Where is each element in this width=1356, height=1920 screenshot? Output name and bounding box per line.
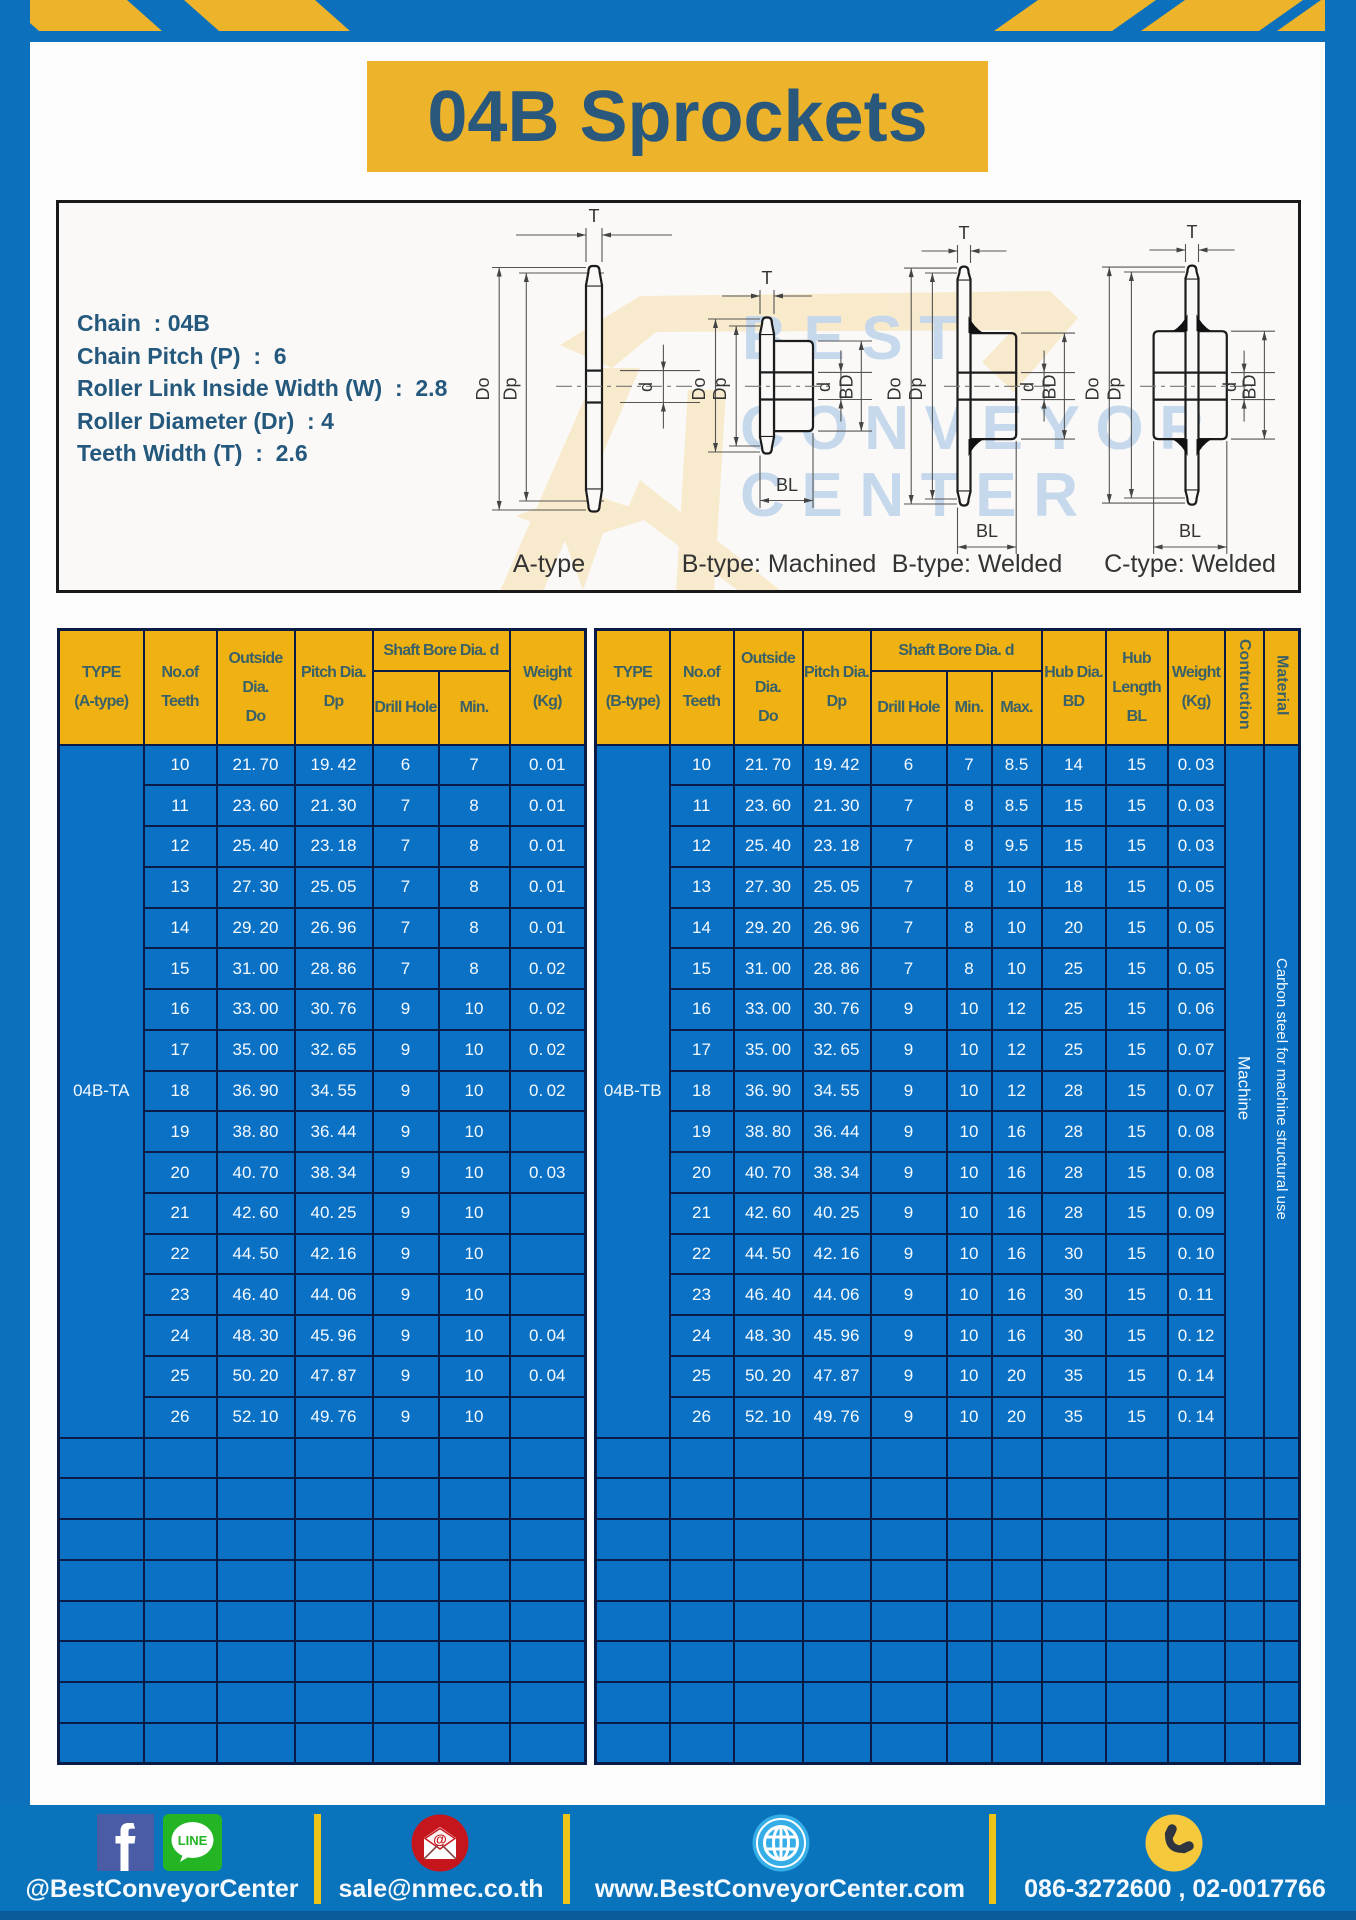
svg-text:CONVEYOR: CONVEYOR <box>740 394 1218 463</box>
svg-text:Do: Do <box>1083 377 1103 400</box>
svg-text:LINE: LINE <box>178 1833 208 1848</box>
svg-text:Dp: Dp <box>501 377 521 400</box>
svg-text:BL: BL <box>1179 521 1201 541</box>
svg-text:T: T <box>762 268 773 288</box>
svg-text:C-type: Welded: C-type: Welded <box>1104 550 1276 578</box>
svg-text:Do: Do <box>473 377 493 400</box>
svg-text:d: d <box>814 382 834 392</box>
svg-text:T: T <box>959 223 970 243</box>
svg-text:Do: Do <box>885 377 905 400</box>
svg-text:T: T <box>589 206 600 226</box>
svg-text:B-type: Welded: B-type: Welded <box>892 550 1062 578</box>
svg-text:d: d <box>1220 382 1240 392</box>
svg-text:BD: BD <box>1040 374 1060 399</box>
svg-text:BD: BD <box>1240 374 1260 399</box>
svg-text:d: d <box>636 382 656 392</box>
svg-text:@: @ <box>433 1831 447 1847</box>
svg-text:Dp: Dp <box>710 377 730 400</box>
svg-text:BL: BL <box>776 475 798 495</box>
svg-text:T: T <box>1187 222 1198 242</box>
svg-text:d: d <box>1018 382 1038 392</box>
svg-text:A-type: A-type <box>513 550 585 578</box>
svg-text:BD: BD <box>837 374 857 399</box>
svg-text:BL: BL <box>976 521 998 541</box>
svg-text:Dp: Dp <box>1105 377 1125 400</box>
svg-text:Dp: Dp <box>906 377 926 400</box>
svg-text:Do: Do <box>689 377 709 400</box>
svg-text:B-type: Machined: B-type: Machined <box>682 550 877 578</box>
svg-text:CENTER: CENTER <box>740 461 1092 530</box>
